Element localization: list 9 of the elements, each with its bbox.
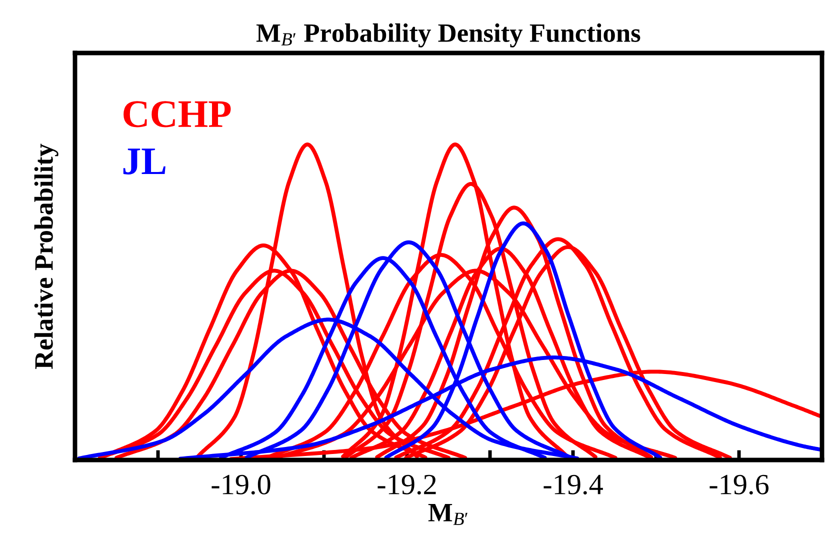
text: CCHP <box>124 101 231 128</box>
text: JL <box>123 148 166 174</box>
x-tick-label: -19.4 <box>544 474 603 495</box>
x-tick-label: -19.6 <box>710 474 769 495</box>
x-tick-label: -19.2 <box>378 474 436 495</box>
chart-title: M$_{B′}$ Probability Density Functions <box>256 23 640 48</box>
y-axis-title: Relative Probability <box>34 144 58 370</box>
x-tick-label: -19.0 <box>212 474 270 495</box>
x-axis-title: M$_{B′}$ <box>428 504 468 525</box>
